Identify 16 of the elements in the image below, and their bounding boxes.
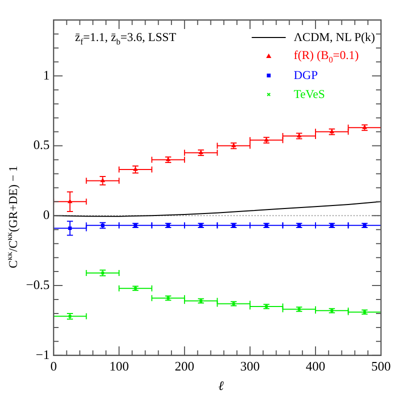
x-tick-label: 100 [109,358,129,374]
y-tick-label: 0.5 [33,137,50,152]
legend-label: ΛCDM, NL P(k) [294,30,375,45]
y-tick-label: 1 [43,67,50,82]
x-tick-label: 500 [371,358,391,374]
legend-label: DGP [294,68,318,83]
y-tick-label: 0 [43,207,50,222]
legend-label: TeVeS [294,87,325,102]
x-tick-label: 200 [174,358,194,374]
x-tick-label: 300 [240,358,260,374]
y-tick-label: −0.5 [26,276,50,292]
y-tick-label: −1 [36,346,50,362]
x-axis-title: ℓ [217,378,225,394]
legend-label: f(R) (B$_{0}$=0.1) [294,48,359,65]
annotation: z̄$_{f}$=1.1, z̄$_{b}$=3.6, LSST [75,30,176,46]
x-tick-label: 400 [306,358,326,374]
